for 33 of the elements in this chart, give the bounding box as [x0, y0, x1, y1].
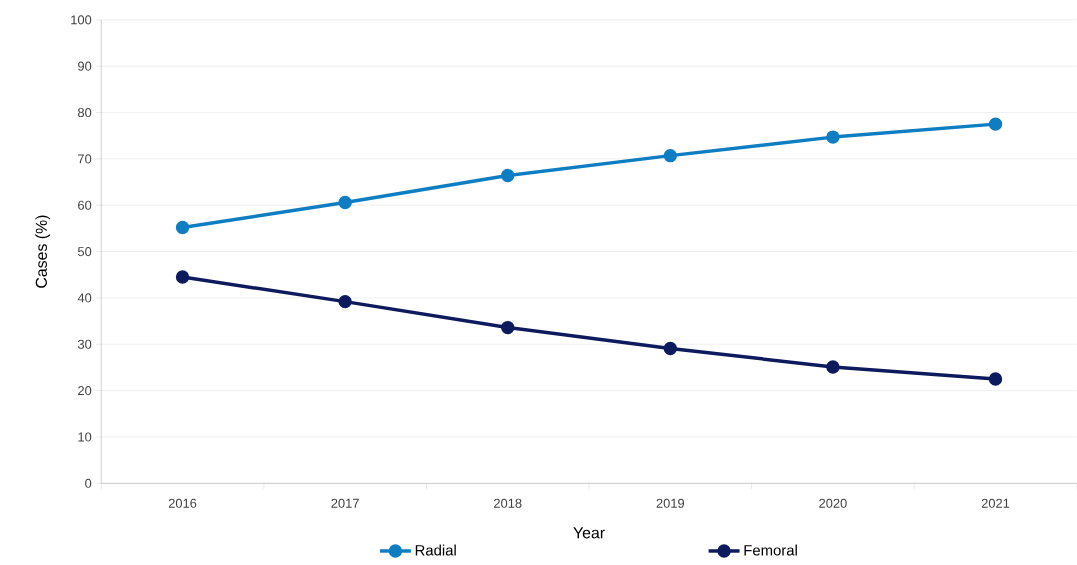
y-tick-label: 50	[77, 247, 92, 257]
point	[988, 117, 1003, 131]
x-tick-label: 2021	[981, 498, 1010, 509]
y-tick-label: 40	[77, 293, 92, 303]
point	[175, 270, 190, 284]
point	[663, 341, 678, 356]
y-tick-label: 60	[78, 200, 92, 210]
x-axis-title: Year	[573, 527, 605, 539]
y-tick-label: 30	[77, 339, 92, 349]
y-tick-label: 10	[78, 432, 92, 442]
x-tick-label: 2019	[656, 498, 685, 509]
x-tick-label: 2017	[331, 498, 359, 509]
y-tick-label: 80	[77, 108, 92, 118]
point	[338, 195, 352, 210]
y-tick-label: 0	[85, 478, 92, 489]
point	[175, 220, 190, 235]
legend-label: Radial	[415, 544, 456, 556]
x-tick-label: 2016	[168, 498, 197, 509]
point	[501, 169, 515, 183]
legend-label: Femoral	[744, 544, 797, 556]
y-tick-label: 70	[78, 154, 92, 164]
x-tick-label: 2018	[494, 498, 522, 509]
point	[988, 372, 1003, 386]
y-tick-label: 100	[71, 15, 92, 25]
y-tick-label: 20	[78, 386, 92, 396]
point	[501, 321, 515, 335]
x-tick-label: 2020	[819, 498, 847, 509]
point	[338, 295, 352, 309]
point	[663, 149, 678, 163]
point	[826, 130, 840, 144]
y-tick-label: 90	[78, 61, 92, 71]
y-axis-title: Cases (%)	[35, 215, 51, 288]
point	[826, 360, 840, 374]
